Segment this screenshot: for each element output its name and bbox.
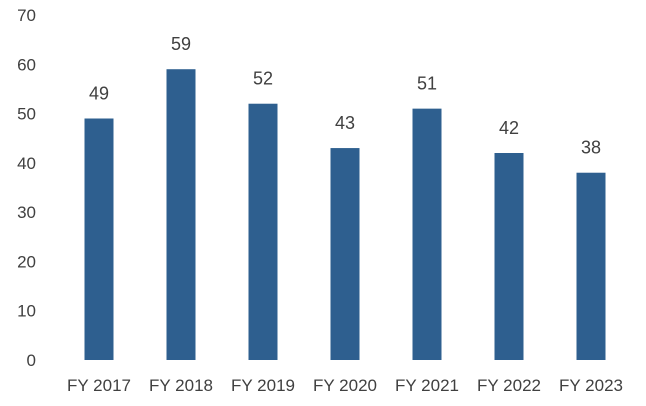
bar bbox=[412, 108, 442, 361]
bar bbox=[248, 103, 278, 360]
x-category-label: FY 2018 bbox=[149, 376, 213, 395]
y-tick-label: 10 bbox=[17, 302, 36, 321]
x-category-label: FY 2021 bbox=[395, 376, 459, 395]
bar bbox=[494, 153, 524, 360]
x-category-label: FY 2020 bbox=[313, 376, 377, 395]
bar bbox=[576, 172, 606, 360]
bar bbox=[166, 69, 196, 360]
bar-value-label: 59 bbox=[171, 34, 191, 54]
y-tick-label: 0 bbox=[27, 351, 36, 370]
bar-value-label: 52 bbox=[253, 69, 273, 89]
x-category-label: FY 2019 bbox=[231, 376, 295, 395]
bar-value-label: 42 bbox=[499, 118, 519, 138]
y-tick-label: 30 bbox=[17, 203, 36, 222]
x-category-label: FY 2023 bbox=[559, 376, 623, 395]
bar-value-label: 38 bbox=[581, 138, 601, 158]
y-tick-label: 70 bbox=[17, 6, 36, 25]
y-tick-label: 50 bbox=[17, 105, 36, 124]
bar-value-label: 49 bbox=[89, 84, 109, 104]
y-tick-label: 20 bbox=[17, 252, 36, 271]
bar bbox=[330, 148, 360, 360]
x-category-label: FY 2017 bbox=[67, 376, 131, 395]
y-tick-label: 60 bbox=[17, 55, 36, 74]
x-category-label: FY 2022 bbox=[477, 376, 541, 395]
bar-value-label: 43 bbox=[335, 113, 355, 133]
y-tick-label: 40 bbox=[17, 154, 36, 173]
bar bbox=[84, 118, 114, 360]
bar-value-label: 51 bbox=[417, 74, 437, 94]
